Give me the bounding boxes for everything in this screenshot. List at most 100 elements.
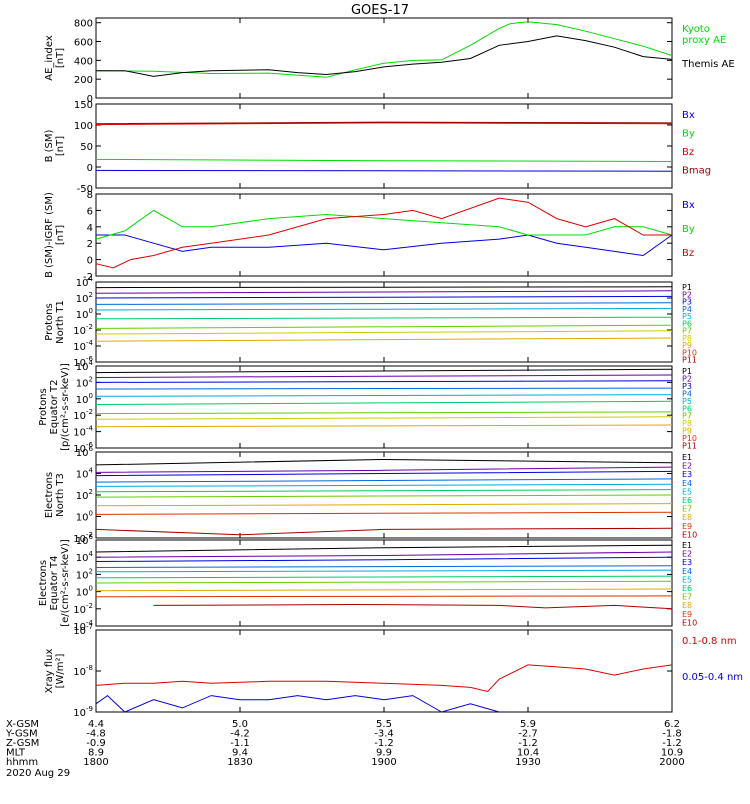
x-tick-value: -1.2 — [518, 738, 538, 749]
x-row-label: Z-GSM — [6, 738, 39, 749]
x-row-label: Y-GSM — [5, 729, 38, 740]
panel-bigrf: -2 0 2 4 6 8 B (SM)-IGRF (SM)[nT] Bx By Bz — [44, 190, 695, 283]
date-label: 2020 Aug 29 — [6, 768, 70, 779]
series-line-e4 — [95, 565, 673, 568]
legend-entry: P3 — [682, 298, 692, 307]
y-tick-label: 100 — [76, 585, 93, 599]
x-tick-value: 1800 — [83, 757, 108, 768]
y-tick-label: 104 — [76, 467, 94, 481]
y-tick-label: 0 — [87, 256, 93, 267]
x-tick-value: 2000 — [659, 757, 684, 768]
series-line-p9 — [95, 337, 673, 342]
series-line-e5 — [95, 569, 673, 573]
series-line-e3 — [95, 556, 673, 562]
series-line-p7 — [95, 411, 673, 415]
series-line-e1 — [95, 544, 673, 553]
y-tick-label: 10-7 — [73, 623, 93, 637]
x-tick-value: -0.9 — [86, 738, 106, 749]
y-tick-label: 106 — [76, 445, 94, 459]
y-tick-label: 200 — [74, 75, 93, 86]
legend-entry: P10 — [682, 434, 697, 443]
y-tick-label: 104 — [76, 275, 94, 289]
y-tick-label: 10-8 — [73, 664, 93, 678]
y-tick-label: 600 — [74, 38, 93, 49]
legend-entry: 0.05-0.4 nm — [682, 672, 743, 683]
legend-entry: P8 — [682, 334, 692, 343]
legend-entry: E9 — [682, 522, 692, 531]
legend-entry: E3 — [682, 558, 692, 567]
y-tick-label: 104 — [76, 359, 94, 373]
legend-entry: E4 — [682, 567, 692, 576]
legend-entry: By — [682, 224, 695, 235]
y-axis-label: B (SM)[nT] — [44, 129, 66, 162]
series-line-p1 — [95, 286, 673, 289]
x-tick-value: -1.2 — [662, 738, 682, 749]
legend-entry: E5 — [682, 487, 692, 496]
y-tick-label: 102 — [76, 567, 93, 581]
y-tick-label: 106 — [76, 533, 94, 547]
series-line-p4 — [95, 302, 673, 305]
series-line-e9 — [95, 595, 673, 598]
y-axis-label: ProtonsEquator T2[p/(cm²-s-sr-keV)] — [38, 363, 71, 451]
series-line-bmag — [95, 121, 673, 125]
x-tick-value: -4.8 — [86, 729, 106, 740]
legend-entry: P1 — [682, 367, 692, 376]
series-line-by — [95, 158, 673, 162]
legend-entry: P10 — [682, 348, 697, 357]
y-axis-label: AE_index[nT] — [44, 35, 66, 81]
legend-entry: P6 — [682, 319, 692, 328]
legend-entry: P8 — [682, 419, 692, 428]
legend-entry: Bx — [682, 110, 695, 121]
x-tick-value: -3.4 — [374, 729, 394, 740]
legend-entry: Themis AE — [681, 59, 735, 70]
x-tick-value: -4.2 — [230, 729, 250, 740]
x-tick-value: 1930 — [515, 757, 540, 768]
y-axis-label: ProtonsNorth T1 — [44, 300, 66, 344]
x-tick-value: 1900 — [371, 757, 396, 768]
legend-entry: E1 — [682, 453, 692, 462]
series-line-e10 — [153, 603, 673, 610]
y-tick-label: 10-4 — [73, 339, 93, 353]
y-tick-label: 8 — [87, 190, 93, 201]
legend-entry: E6 — [682, 496, 692, 505]
y-tick-label: 100 — [76, 307, 93, 321]
legend-entry: P5 — [682, 397, 692, 406]
series-line-e7 — [95, 580, 673, 584]
series-line-e7 — [95, 494, 673, 498]
x-row-label: X-GSM — [6, 719, 39, 730]
y-tick-label: 0 — [87, 163, 93, 174]
legend-entry: P9 — [682, 341, 692, 350]
legend-entry: P1 — [682, 283, 692, 292]
y-tick-label: 100 — [74, 121, 93, 132]
legend-entry: Bx — [682, 200, 695, 211]
legend-entry: By — [682, 129, 695, 140]
y-tick-label: 100 — [76, 392, 93, 406]
y-tick-label: 50 — [80, 142, 93, 153]
y-tick-label: 102 — [76, 488, 93, 502]
series-line-bx — [96, 234, 673, 257]
series-line-kyoto-proxy-ae — [95, 21, 673, 78]
legend-entry: E7 — [682, 505, 692, 514]
legend-entry: P5 — [682, 312, 692, 321]
legend-entry: Bz — [682, 248, 694, 259]
x-tick-value: 9.9 — [376, 748, 392, 759]
x-row-label: hhmm — [6, 757, 38, 768]
series-line-p9 — [95, 424, 673, 428]
legend-entry: Kyoto proxy AE — [682, 24, 726, 46]
x-tick-value: 4.4 — [88, 719, 104, 730]
panel-ae: 0 200 400 600 800 AE_index[nT] Kyoto proxy AE Th… — [44, 17, 735, 105]
series-line-p5 — [95, 394, 673, 397]
series-line-e3 — [95, 470, 673, 477]
legend-entry: P9 — [682, 427, 692, 436]
y-tick-label: 800 — [74, 19, 93, 30]
y-axis-label: ElectronsNorth T3 — [44, 472, 66, 518]
legend-entry: P2 — [682, 290, 692, 299]
series-line-e8 — [95, 503, 673, 507]
legend-entry: E8 — [682, 513, 692, 522]
